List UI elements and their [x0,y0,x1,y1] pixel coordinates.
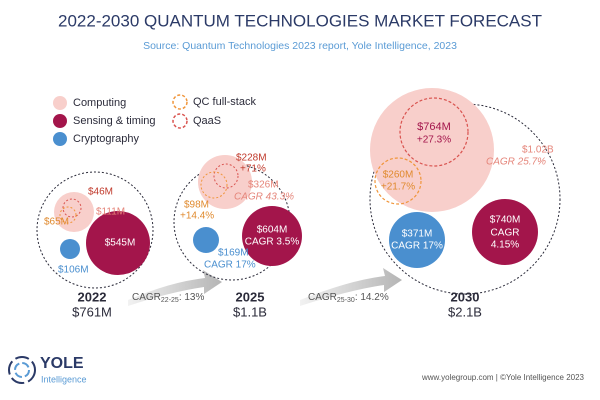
legend-label: QC full-stack [193,96,256,108]
fullstack-label: $98M [184,200,209,211]
qaas-label: $764M [417,121,451,133]
sensing-cagr: CAGR 3.5% [245,237,300,248]
arrow-label: CAGR22-25: 13% [132,292,204,304]
computing-label: $326M [248,180,279,191]
fullstack-growth: +14.4% [180,211,214,222]
qaas-label: $46M [88,187,113,198]
year-total: $1.1B [233,304,267,319]
qaas-label: $228M [236,153,267,164]
legend-swatch [53,114,67,128]
year-outline [36,171,154,289]
computing-cagr: CAGR 43.3% [234,192,294,203]
qaas-growth: +71% [240,164,266,175]
qaas-bubble [213,163,239,189]
arrow [300,268,402,306]
fullstack-bubble [374,157,422,205]
year: 2025 [236,289,265,304]
legend-label: Computing [73,97,126,109]
sensing-label: $740M [490,215,521,226]
computing-cagr: CAGR 25.7% [486,157,546,168]
crypto-label: $169M [218,248,249,259]
fullstack-bubble [59,206,77,224]
qaas-growth: +27.3% [417,135,451,146]
title: 2022-2030 QUANTUM TECHNOLOGIES MARKET FO… [58,11,542,30]
logo-tagline: Intelligence [41,374,87,384]
sensing-cagr: CAGR [491,228,520,239]
legend-swatch [172,94,188,110]
computing-label: $111M [96,207,125,218]
year-outline [369,103,561,295]
sensing-bubble [86,211,150,275]
crypto-bubble [60,239,80,259]
crypto-bubble [389,212,445,268]
arrow [128,270,222,306]
year: 2022 [78,289,107,304]
sensing-bubble [242,206,302,266]
qaas-bubble [62,198,82,218]
year: 2030 [451,289,480,304]
fullstack-growth: +21.7% [381,182,415,193]
legend-label: QaaS [193,115,221,127]
crypto-cagr: CAGR 17% [204,260,256,271]
computing-bubble [198,155,252,209]
crypto-bubble [193,227,219,253]
sensing-bubble [472,199,538,265]
legend-swatch [53,96,67,110]
qaas-bubble [399,97,469,167]
legend-swatch [172,113,188,129]
fullstack-bubble [200,171,228,199]
fullstack-label: $65M [44,217,69,228]
year-total: $761M [72,304,112,319]
footer: www.yolegroup.com | ©Yole Intelligence 2… [421,373,585,382]
source: Source: Quantum Technologies 2023 report… [143,40,457,52]
computing-label: $1.02B [522,145,554,156]
computing-bubble [370,88,494,212]
sensing-label: $545M [105,238,136,249]
sensing-cagr: 4.15% [491,240,519,251]
fullstack-label: $260M [383,170,414,181]
legend-label: Cryptography [73,133,140,145]
sensing-label: $604M [257,225,288,236]
legend-label: Sensing & timing [73,115,156,127]
crypto-label: $106M [58,265,89,276]
crypto-label: $371M [402,229,433,240]
logo: YOLE Intelligence [8,355,87,384]
crypto-cagr: CAGR 17% [391,241,443,252]
logo-name: YOLE [40,355,84,372]
arrow-label: CAGR25-30: 14.2% [308,292,389,304]
legend-swatch [53,132,67,146]
year-total: $2.1B [448,304,482,319]
